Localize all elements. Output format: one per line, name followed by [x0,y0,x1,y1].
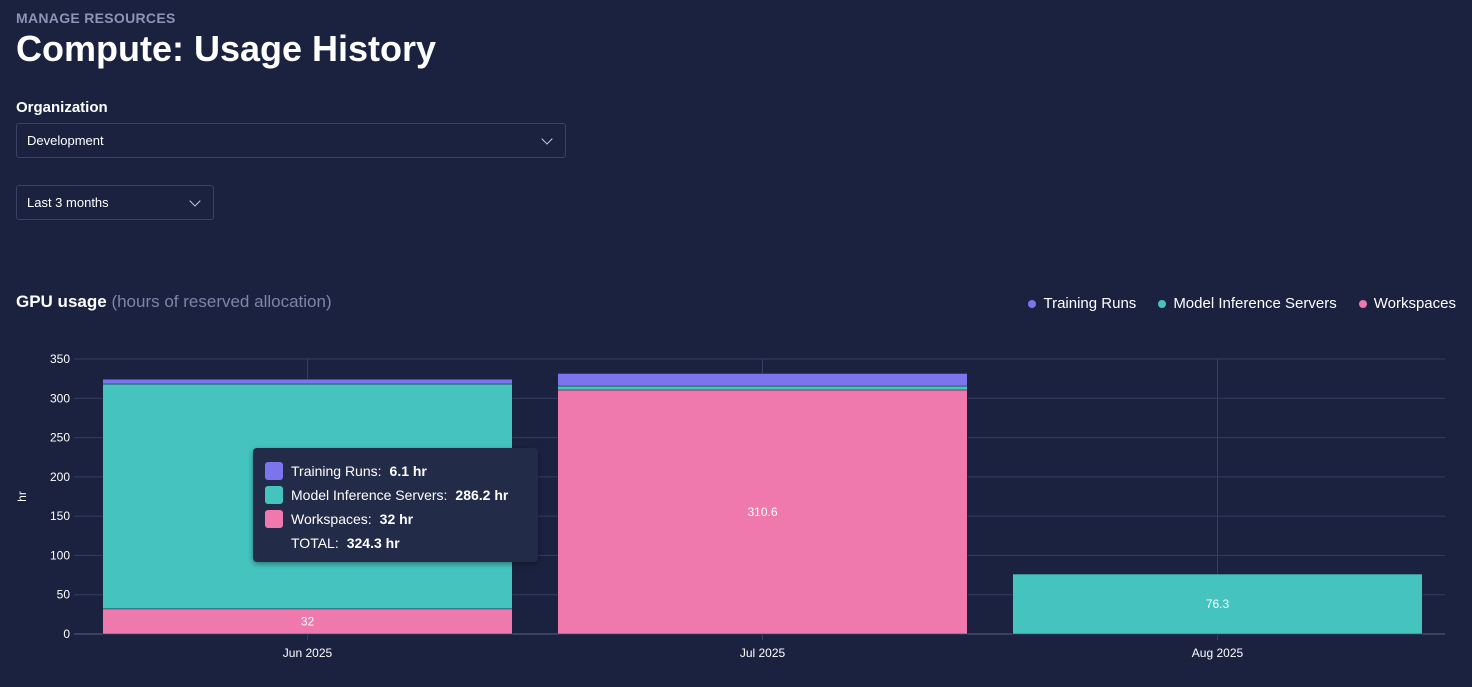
chevron-down-icon [189,194,201,207]
legend-dot [1158,299,1167,308]
tooltip-value: 6.1 hr [389,463,427,479]
x-tick-label: Jul 2025 [740,646,786,660]
y-tick-label: 250 [50,431,70,445]
bar-segment [1012,573,1423,635]
y-tick-label: 150 [50,509,70,523]
tooltip-row-workspaces: Workspaces: 32 hr [265,507,526,531]
chart-title-main: GPU usage [16,292,107,311]
tooltip-value: 286.2 hr [455,487,509,503]
x-tick-label: Aug 2025 [1192,646,1244,660]
tooltip-value: 32 hr [379,511,414,527]
organization-label: Organization [16,99,108,116]
legend-label: Model Inference Servers [1173,295,1337,312]
bar-segment [102,378,513,385]
time-range-select-value: Last 3 months [27,195,109,210]
tooltip-label: Training Runs: [291,463,382,479]
chart-title: GPU usage (hours of reserved allocation) [16,292,332,312]
page-eyebrow: MANAGE RESOURCES [16,10,176,26]
page-title: Compute: Usage History [16,28,437,69]
legend-item-model-inference-servers[interactable]: Model Inference Servers [1158,295,1337,312]
y-tick-label: 100 [50,548,70,562]
bar-segment [557,389,968,635]
tooltip-total-label: TOTAL: [291,535,339,551]
tooltip-label: Model Inference Servers: [291,487,448,503]
legend-dot [1028,299,1037,308]
data-label: 32 [301,614,315,628]
y-axis-label: hr [15,491,29,502]
chevron-down-icon [541,132,553,145]
tooltip-swatch [265,510,283,528]
tooltip-swatch [265,486,283,504]
tooltip-row-model-inference-servers: Model Inference Servers: 286.2 hr [265,483,526,507]
time-range-select[interactable]: Last 3 months [16,185,214,220]
legend-item-training-runs[interactable]: Training Runs [1028,295,1136,312]
chart-tooltip: Training Runs: 6.1 hr Model Inference Se… [253,448,538,562]
tooltip-row-total: TOTAL: 324.3 hr [265,531,526,555]
legend-dot [1358,299,1367,308]
y-tick-label: 300 [50,391,70,405]
legend-item-workspaces[interactable]: Workspaces [1358,295,1456,312]
legend-label: Training Runs [1043,295,1137,312]
data-label: 310.6 [747,505,777,519]
legend-label: Workspaces [1373,295,1456,312]
chart-subtitle: (hours of reserved allocation) [111,292,332,311]
organization-select[interactable]: Development [16,123,566,158]
bar-segment [557,385,968,391]
y-tick-label: 50 [57,588,71,602]
y-tick-label: 350 [50,352,70,366]
tooltip-label: Workspaces: [291,511,372,527]
data-label: 76.3 [1206,597,1230,611]
chart-legend: Training Runs Model Inference Servers Wo… [1028,295,1456,312]
bar-segment [102,608,513,635]
x-tick-label: Jun 2025 [283,646,333,660]
y-tick-label: 0 [63,627,70,641]
tooltip-row-training-runs: Training Runs: 6.1 hr [265,459,526,483]
bar-segment [557,373,968,387]
tooltip-total-value: 324.3 hr [346,535,400,551]
tooltip-swatch [265,462,283,480]
organization-select-value: Development [27,133,104,148]
gpu-usage-chart: 0 50 100 150 200 250 300 350 Jun 2025 Jul 2025 Aug… [15,352,1445,660]
y-tick-label: 200 [50,470,70,484]
